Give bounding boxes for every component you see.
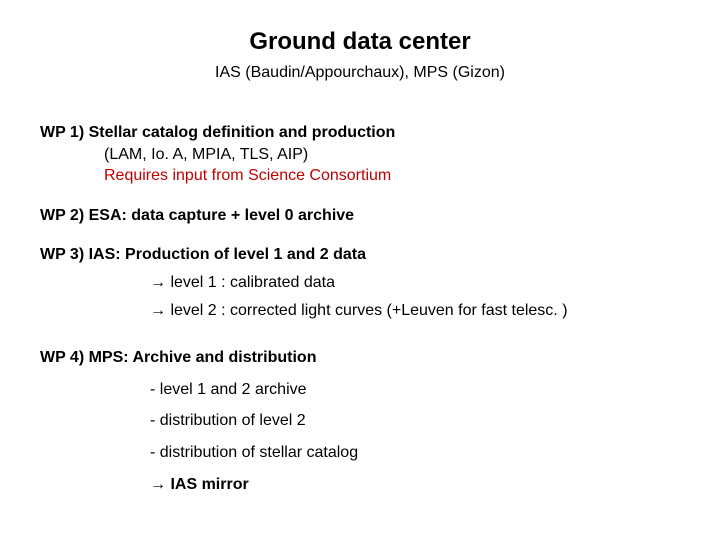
slide-title: Ground data center: [40, 28, 680, 56]
wp4-block: WP 4) MPS: Archive and distribution - le…: [40, 347, 680, 495]
wp4-item3: - distribution of stellar catalog: [40, 442, 680, 464]
wp1-sub1: (LAM, Io. A, MPIA, TLS, AIP): [40, 144, 680, 166]
wp3-item2-text: level 2 : corrected light curves (+Leuve…: [166, 302, 568, 319]
wp3-item1-text: level 1 : calibrated data: [166, 274, 335, 291]
arrow-icon: →: [150, 476, 166, 493]
wp1-requires: Requires input from Science Consortium: [40, 165, 680, 187]
wp2-heading: WP 2) ESA: data capture + level 0 archiv…: [40, 205, 680, 227]
wp1-heading: WP 1) Stellar catalog definition and pro…: [40, 122, 680, 144]
slide-subtitle: IAS (Baudin/Appourchaux), MPS (Gizon): [40, 64, 680, 82]
wp3-block: WP 3) IAS: Production of level 1 and 2 d…: [40, 244, 680, 321]
wp3-item1: → level 1 : calibrated data: [40, 272, 680, 294]
wp4-item4: → IAS mirror: [40, 474, 680, 496]
wp3-heading: WP 3) IAS: Production of level 1 and 2 d…: [40, 244, 680, 266]
slide: Ground data center IAS (Baudin/Appourcha…: [0, 0, 720, 540]
wp4-heading: WP 4) MPS: Archive and distribution: [40, 347, 680, 369]
wp2-block: WP 2) ESA: data capture + level 0 archiv…: [40, 205, 680, 227]
arrow-icon: →: [150, 274, 166, 291]
arrow-icon: →: [150, 302, 166, 319]
wp4-item2: - distribution of level 2: [40, 410, 680, 432]
wp4-item4-text: IAS mirror: [166, 476, 249, 493]
wp4-item1: - level 1 and 2 archive: [40, 379, 680, 401]
wp1-block: WP 1) Stellar catalog definition and pro…: [40, 122, 680, 187]
wp3-item2: → level 2 : corrected light curves (+Leu…: [40, 300, 680, 322]
